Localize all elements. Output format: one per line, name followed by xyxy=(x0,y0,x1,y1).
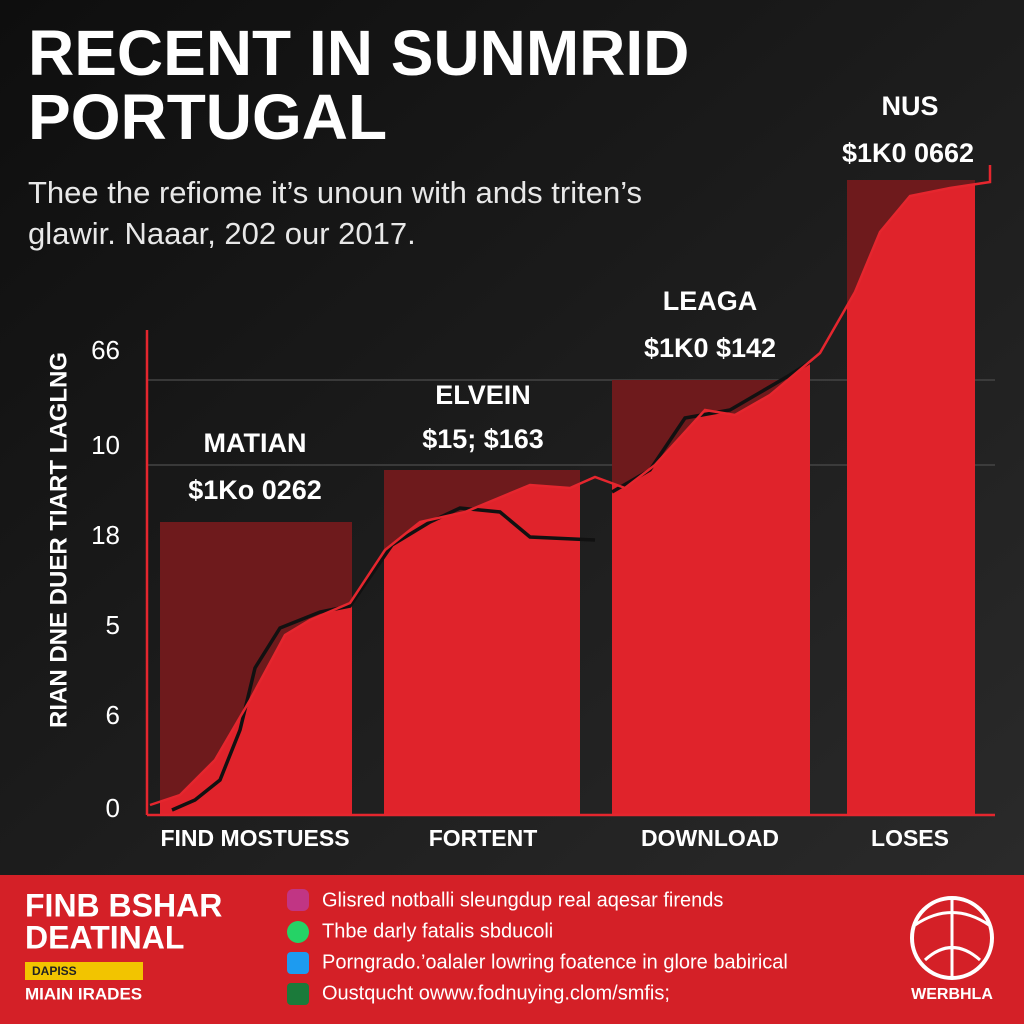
logo-text: WERBHLA xyxy=(911,986,993,1003)
badge: DAPISS xyxy=(32,964,77,978)
category-label: FIND MOSTUESS xyxy=(160,825,349,851)
category-label: DOWNLOAD xyxy=(641,825,779,851)
brand-line: DEATINAL xyxy=(25,919,184,955)
y-tick-label: 18 xyxy=(91,520,120,550)
title-line: RECENT IN SUNMRID xyxy=(28,17,689,89)
bar-name: MATIAN xyxy=(204,428,307,458)
icon xyxy=(287,921,309,943)
icon xyxy=(287,952,309,974)
bar-amount: $1Ko 0262 xyxy=(188,475,322,505)
badge-bg xyxy=(25,962,143,980)
y-tick-label: 66 xyxy=(91,335,120,365)
brand-line: FINB BSHAR xyxy=(25,887,222,923)
subtitle-line: Thee the refiome it’s unoun with ands tr… xyxy=(28,175,642,210)
footer-band xyxy=(0,875,1024,1024)
bar-amount: $1K0 $142 xyxy=(644,333,776,363)
icon xyxy=(287,983,309,1005)
icon xyxy=(287,889,309,911)
title-line: PORTUGAL xyxy=(28,81,387,153)
y-tick-label: 0 xyxy=(106,793,120,823)
footer-item: Glisred notballi sleungdup real aqesar f… xyxy=(322,889,723,911)
y-tick-label: 10 xyxy=(91,430,120,460)
subtitle-line: glawir. Naaar, 202 our 2017. xyxy=(28,216,416,251)
y-axis-title: RIAN DNE DUER TIART LAGLNG xyxy=(45,352,72,728)
footer-item: Oustqucht owww.fodnuying.clom/smfis; xyxy=(322,982,670,1004)
category-label: LOSES xyxy=(871,825,949,851)
bar-amount: $15; $163 xyxy=(422,424,544,454)
y-tick-label: 5 xyxy=(106,610,120,640)
bar-amount: $1K0 0662 xyxy=(842,138,974,168)
y-tick-label: 6 xyxy=(106,700,120,730)
category-label: FORTENT xyxy=(429,825,538,851)
bar-name: ELVEIN xyxy=(435,380,531,410)
bar-name: LEAGA xyxy=(663,286,758,316)
bar-name: NUS xyxy=(881,91,938,121)
footer-item: Thbe darly fatalis sbducoli xyxy=(322,920,553,942)
trend-line-red xyxy=(149,165,992,807)
footer-item: Porngrado.’oalaler lowring foatence in g… xyxy=(322,951,788,973)
tagline: MIAIN IRADES xyxy=(25,984,142,1003)
logo-mark xyxy=(914,898,990,978)
